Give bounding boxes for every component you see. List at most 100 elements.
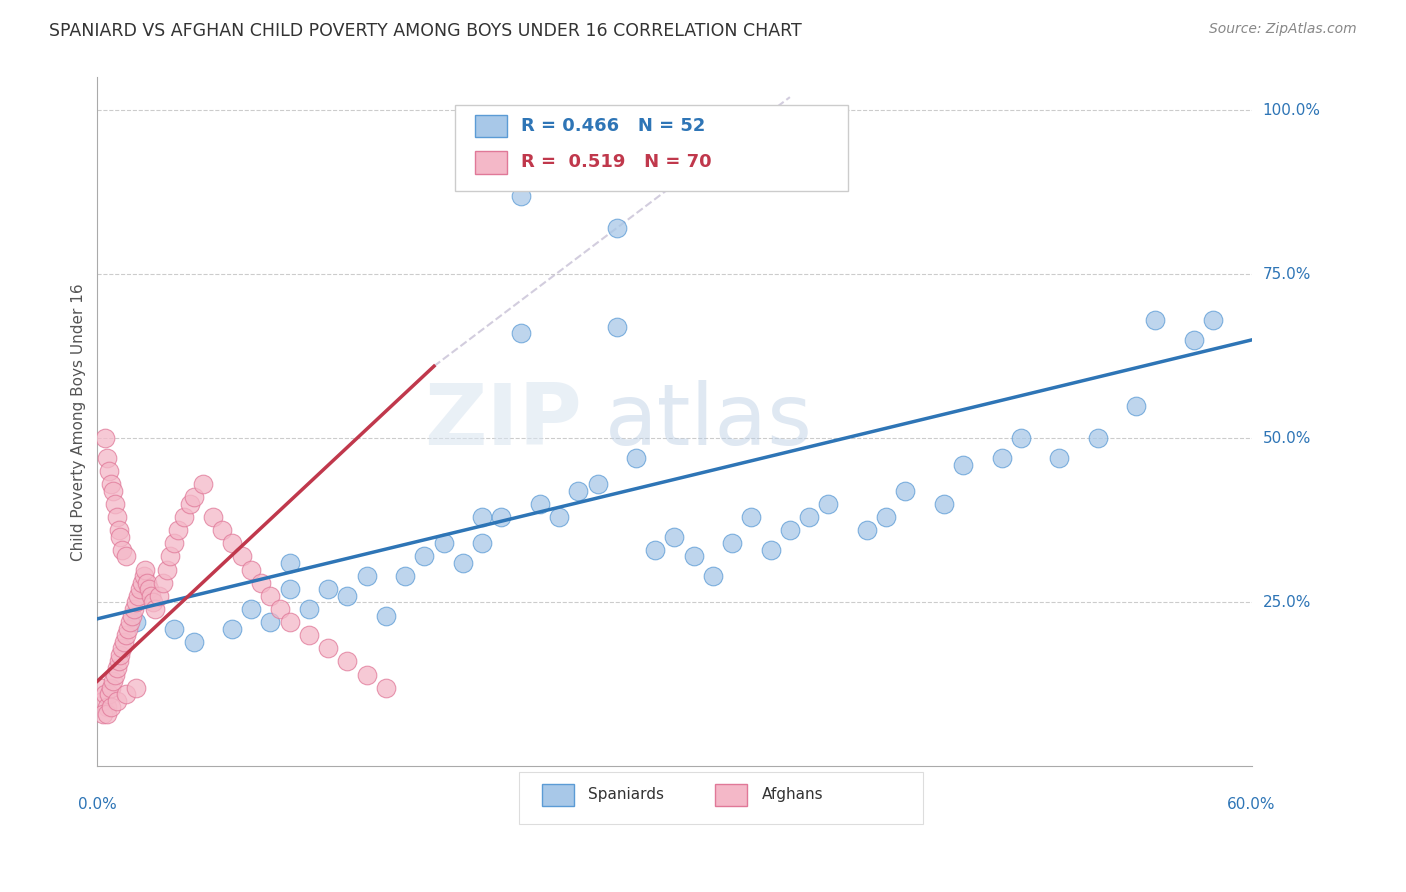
FancyBboxPatch shape (519, 772, 922, 823)
Point (374, 608, 396, 623)
Point (191, 477, 214, 491)
Point (118, 615, 141, 629)
Y-axis label: Child Poverty Among Boys Under 16: Child Poverty Among Boys Under 16 (72, 283, 86, 561)
Point (121, 608, 143, 623)
Point (221, 622, 243, 636)
Point (471, 510, 494, 524)
Point (702, 569, 724, 583)
Point (1047, 451, 1070, 466)
Text: SPANIARD VS AFGHAN CHILD POVERTY AMONG BOYS UNDER 16 CORRELATION CHART: SPANIARD VS AFGHAN CHILD POVERTY AMONG B… (49, 22, 801, 40)
Point (606, 319, 628, 334)
Point (111, 543, 134, 558)
Point (94, 431, 117, 445)
Point (374, 681, 396, 695)
Point (932, 497, 955, 511)
Point (96, 700, 118, 714)
Point (105, 510, 128, 524)
Point (231, 549, 253, 564)
Point (100, 477, 122, 491)
Point (817, 497, 839, 511)
Point (122, 602, 145, 616)
Point (127, 589, 149, 603)
Point (316, 582, 339, 597)
Point (1087, 431, 1109, 445)
Point (91, 706, 114, 721)
Point (298, 628, 321, 642)
Point (721, 536, 744, 550)
Point (394, 569, 416, 583)
Point (155, 563, 177, 577)
Text: R = 0.466   N = 52: R = 0.466 N = 52 (522, 117, 706, 135)
Point (278, 556, 301, 570)
Point (90, 681, 112, 695)
Point (548, 510, 571, 524)
Point (240, 602, 263, 616)
Point (107, 523, 129, 537)
Point (1125, 399, 1147, 413)
Text: 50.0%: 50.0% (1263, 431, 1310, 446)
Point (894, 483, 917, 498)
Point (221, 536, 243, 550)
Point (125, 615, 148, 629)
Point (148, 589, 170, 603)
Point (142, 595, 165, 609)
Text: ZIP: ZIP (425, 381, 582, 464)
Point (101, 483, 124, 498)
Point (128, 582, 150, 597)
Point (104, 667, 127, 681)
Point (316, 641, 339, 656)
Point (250, 575, 273, 590)
Point (111, 641, 134, 656)
Point (136, 575, 159, 590)
FancyBboxPatch shape (475, 151, 508, 174)
Point (356, 569, 378, 583)
Point (115, 628, 138, 642)
Point (100, 700, 122, 714)
Point (183, 491, 205, 505)
Point (606, 221, 628, 235)
Point (1182, 333, 1205, 347)
Point (134, 563, 156, 577)
Point (740, 510, 762, 524)
Point (471, 536, 494, 550)
Point (278, 615, 301, 629)
Text: 75.0%: 75.0% (1263, 267, 1310, 282)
Point (131, 575, 153, 590)
Point (451, 556, 474, 570)
Point (278, 582, 301, 597)
Point (990, 451, 1012, 466)
Point (240, 563, 263, 577)
Point (115, 687, 138, 701)
Point (952, 458, 974, 472)
Point (779, 523, 801, 537)
FancyBboxPatch shape (714, 784, 747, 806)
Point (163, 622, 186, 636)
Point (509, 326, 531, 341)
Point (105, 661, 128, 675)
Point (664, 530, 686, 544)
Point (125, 595, 148, 609)
Point (1144, 313, 1167, 327)
Point (110, 530, 132, 544)
Point (101, 674, 124, 689)
Point (107, 655, 129, 669)
Point (875, 510, 897, 524)
Text: 60.0%: 60.0% (1227, 797, 1275, 812)
Point (509, 188, 531, 202)
Point (96, 451, 118, 466)
Text: 25.0%: 25.0% (1263, 595, 1310, 610)
Point (94, 687, 117, 701)
Point (211, 523, 233, 537)
Point (1202, 313, 1225, 327)
Text: Spaniards: Spaniards (588, 788, 664, 802)
Point (143, 602, 166, 616)
FancyBboxPatch shape (475, 115, 508, 137)
Point (856, 523, 879, 537)
Point (413, 549, 436, 564)
Point (433, 536, 456, 550)
Point (152, 575, 174, 590)
Point (644, 543, 666, 558)
Point (624, 451, 647, 466)
Point (125, 681, 148, 695)
Point (141, 589, 163, 603)
